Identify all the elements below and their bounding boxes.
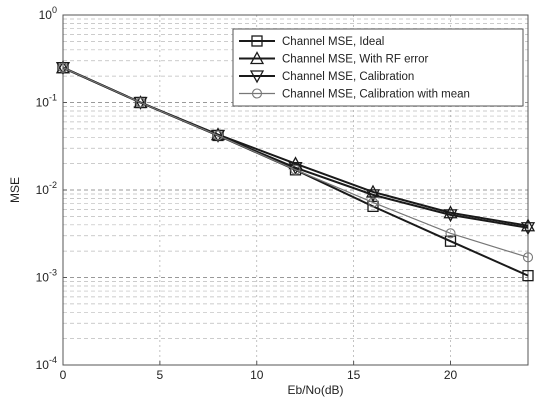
data-point-4: [135, 97, 146, 108]
data-point-4: [445, 228, 456, 239]
data-point-2: [443, 205, 458, 219]
legend-marker-2: [249, 51, 265, 65]
x-tick-label: 5: [157, 368, 164, 382]
y-tick-label: 10-2: [36, 180, 57, 197]
data-point-4: [57, 62, 69, 73]
data-point-4: [290, 164, 301, 175]
data-point-4: [212, 130, 224, 141]
data-point-1: [444, 235, 457, 247]
legend-label-4: Channel MSE, Calibration with mean: [282, 89, 470, 101]
x-tick-label: 10: [250, 368, 264, 382]
data-point-1: [522, 269, 534, 282]
ticks: 0 5 10 15 20 100 10-1 10-2 10-3 10-4: [36, 5, 458, 382]
data-point-2: [365, 184, 381, 198]
x-tick-label: 0: [60, 368, 67, 382]
legend-marker-1: [251, 35, 263, 47]
data-point-3: [520, 222, 536, 236]
data-point-3: [443, 209, 458, 223]
y-tick-label: 10-3: [36, 268, 57, 285]
x-tick-label: 15: [347, 368, 361, 382]
y-axis-label: MSE: [8, 177, 22, 203]
y-tick-label: 100: [39, 5, 57, 22]
data-point-4: [367, 197, 379, 208]
x-axis-label: Eb/No(dB): [287, 383, 343, 397]
series-line-4: [62, 67, 529, 258]
x-tick-label: 20: [444, 368, 458, 382]
y-tick-label: 10-1: [36, 93, 57, 110]
data-point-4: [522, 252, 534, 263]
data-point-2: [520, 218, 536, 232]
legend-marker-3: [249, 70, 265, 84]
grid: [63, 15, 528, 366]
legend: Channel MSE, Ideal Channel MSE, With RF e…: [232, 28, 524, 107]
legend-box: [232, 28, 524, 107]
data-point-3: [365, 189, 381, 203]
legend-label-3: Channel MSE, Calibration: [282, 71, 414, 83]
legend-marker-4: [251, 88, 263, 99]
series-4: [57, 62, 534, 263]
legend-label-1: Channel MSE, Ideal: [282, 36, 384, 48]
series-layer: [55, 60, 536, 282]
legend-label-2: Channel MSE, With RF error: [282, 54, 429, 66]
y-tick-label: 10-4: [36, 355, 57, 372]
